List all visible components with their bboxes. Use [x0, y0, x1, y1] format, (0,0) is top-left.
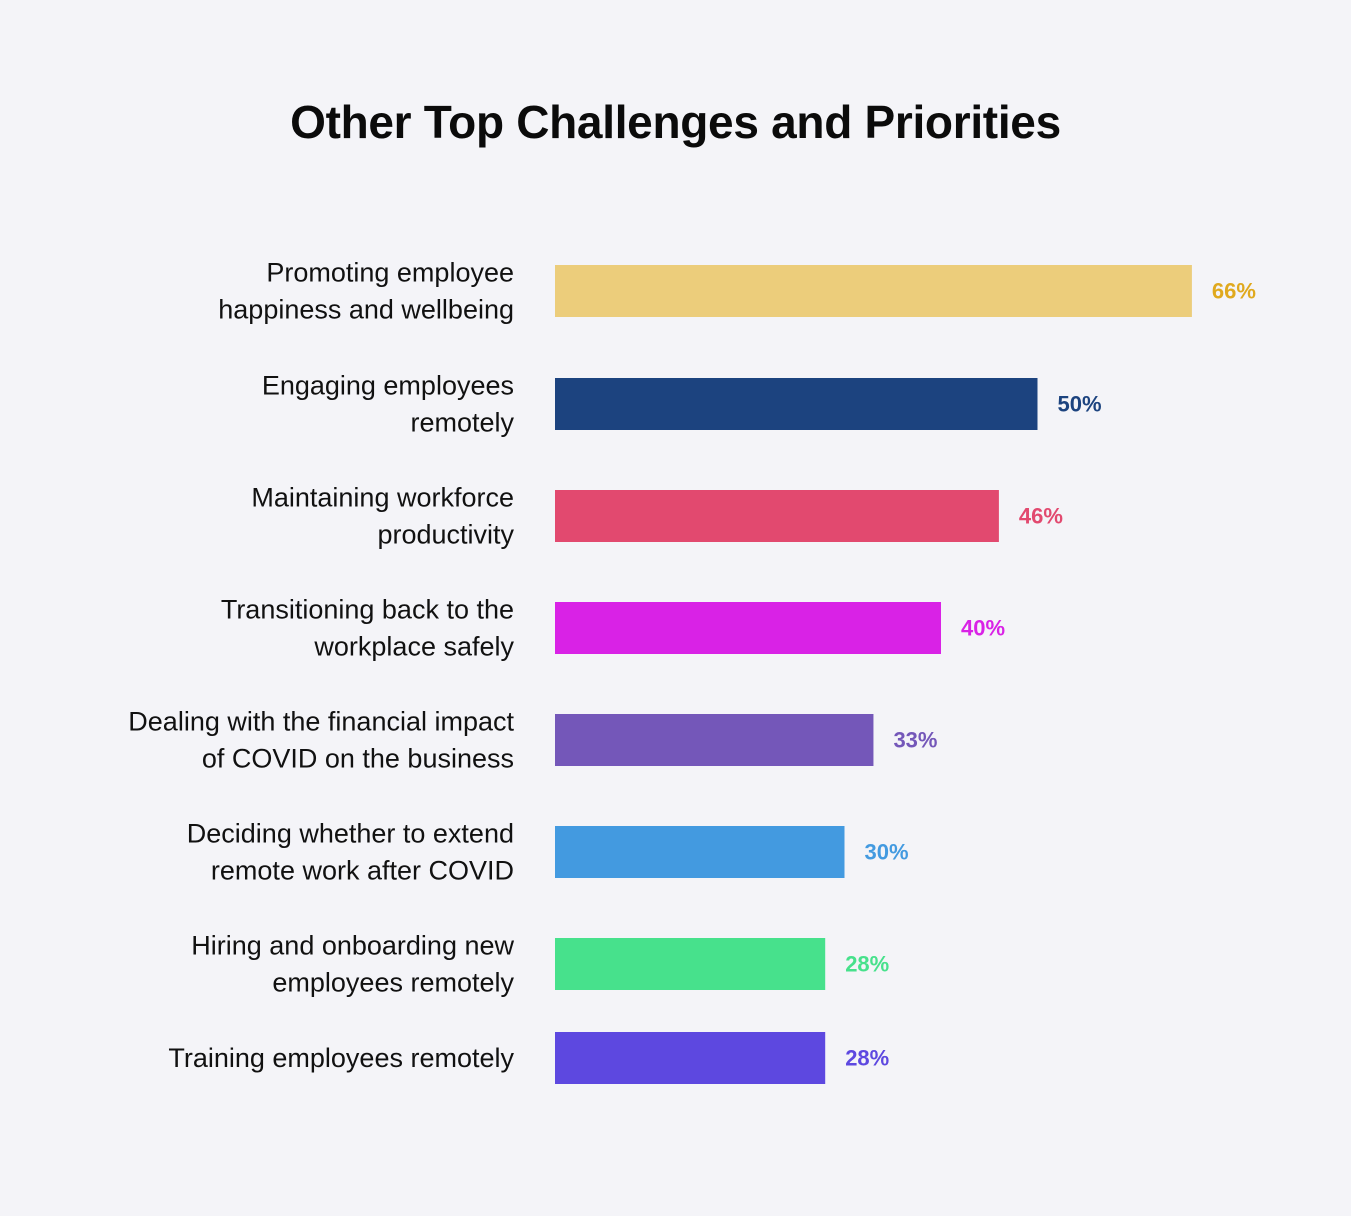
value-label: 28% [845, 1046, 889, 1071]
value-label: 46% [1019, 504, 1063, 529]
bar-row: 50% Engaging employees remotely [262, 371, 1102, 438]
value-label: 40% [961, 616, 1005, 641]
category-label: workplace safely [313, 632, 514, 662]
bar [555, 490, 999, 542]
bar-row: 40% Transitioning back to the workplace sa… [221, 595, 1005, 662]
category-label: remotely [410, 408, 514, 438]
category-label: Training employees remotely [168, 1043, 514, 1073]
category-label: Hiring and onboarding new [191, 931, 514, 961]
value-label: 28% [845, 952, 889, 977]
category-label: Dealing with the financial impact [128, 707, 514, 737]
category-label: Deciding whether to extend [187, 819, 514, 849]
bar [555, 602, 941, 654]
value-label: 30% [865, 840, 909, 865]
value-label: 66% [1212, 279, 1256, 304]
bar-row: 28% Hiring and onboarding new employees re… [191, 931, 889, 998]
category-label: Promoting employee [266, 258, 514, 288]
bar-row: 30% Deciding whether to extend remote work… [187, 819, 909, 886]
bar-row: 66% Promoting employee happiness and wellb… [218, 258, 1256, 325]
category-label: happiness and wellbeing [218, 295, 514, 325]
bar-row: 33% Dealing with the financial impact of C… [128, 707, 937, 774]
bar [555, 714, 874, 766]
bar [555, 265, 1192, 317]
bar [555, 378, 1038, 430]
value-label: 50% [1058, 392, 1102, 417]
bar [555, 938, 826, 990]
category-label: of COVID on the business [202, 744, 514, 774]
bar [555, 826, 845, 878]
value-label: 33% [893, 728, 937, 753]
chart-title: Other Top Challenges and Priorities [290, 96, 1061, 148]
bar-row: 46% Maintaining workforce productivity [251, 483, 1063, 550]
category-label: Maintaining workforce [251, 483, 514, 513]
category-label: remote work after COVID [211, 856, 514, 886]
category-label: Engaging employees [262, 371, 514, 401]
category-label: employees remotely [272, 968, 514, 998]
plot-area: 66% Promoting employee happiness and wellb… [128, 258, 1256, 1084]
category-label: Transitioning back to the [221, 595, 514, 625]
bar [555, 1032, 826, 1084]
bar-row: 28% Training employees remotely [168, 1032, 889, 1084]
category-label: productivity [377, 520, 514, 550]
